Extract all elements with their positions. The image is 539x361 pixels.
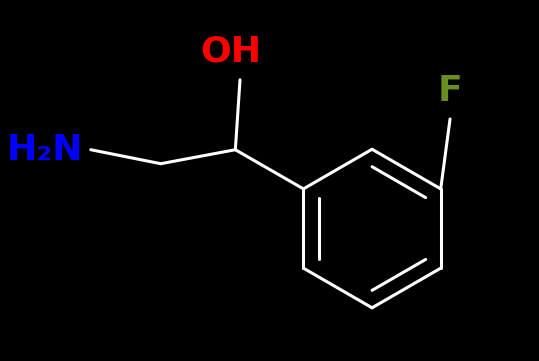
Text: H₂N: H₂N <box>7 133 84 167</box>
Text: F: F <box>438 74 462 108</box>
Text: OH: OH <box>200 35 261 69</box>
